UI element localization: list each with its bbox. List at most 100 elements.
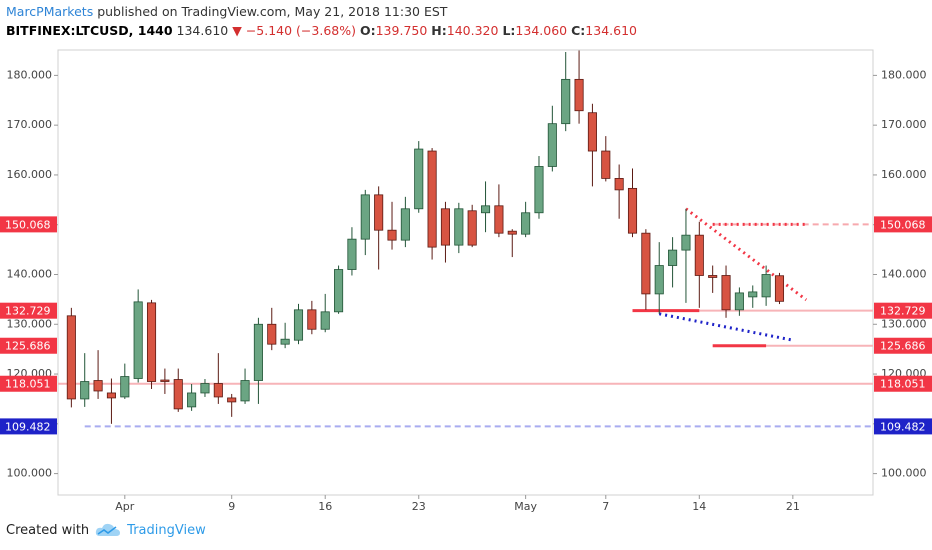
candle-body xyxy=(347,238,357,270)
level-label: 125.686 xyxy=(5,340,51,353)
candle-body xyxy=(387,229,397,241)
y-tick-label: 100.000 xyxy=(881,467,927,480)
candle-body xyxy=(694,234,704,276)
candle-body xyxy=(227,397,237,403)
symbol: BITFINEX:LTCUSD, 1440 xyxy=(6,23,173,38)
level-badge xyxy=(874,375,932,392)
candle-body xyxy=(360,194,370,240)
x-tick-label: 21 xyxy=(786,500,800,513)
candle-body xyxy=(534,166,544,214)
candle-body xyxy=(374,194,384,231)
candle-body xyxy=(267,323,277,345)
candle-body xyxy=(334,269,344,313)
candle-body xyxy=(480,205,491,214)
candle-body xyxy=(454,208,464,246)
change: −5.140 (−3.68%) xyxy=(245,23,356,38)
last: 134.610 xyxy=(176,23,229,38)
candle-body xyxy=(440,208,451,246)
candle-body xyxy=(173,379,183,410)
header: MarcPMarkets published on TradingView.co… xyxy=(6,2,637,40)
candle-body xyxy=(320,311,330,330)
candle-body xyxy=(467,210,477,246)
candle-body xyxy=(400,208,410,241)
candle-body xyxy=(293,309,304,341)
o-label: O: xyxy=(359,23,376,38)
x-tick-label: 9 xyxy=(228,500,235,513)
logo xyxy=(96,523,121,536)
y-tick-label: 130.000 xyxy=(7,317,53,330)
candle-body xyxy=(187,392,197,408)
candle-body xyxy=(66,315,76,400)
level-label: 125.686 xyxy=(880,340,926,353)
candle-body xyxy=(307,309,317,330)
y-tick-label: 160.000 xyxy=(7,168,53,181)
candle-body xyxy=(80,381,90,400)
brand[interactable]: TradingView xyxy=(127,522,206,538)
l: 134.060 xyxy=(515,23,568,38)
candle-body xyxy=(146,302,157,382)
level-badge xyxy=(0,418,57,435)
candle-body xyxy=(761,274,771,298)
candle-body xyxy=(106,392,116,399)
quote-line: BITFINEX:LTCUSD, 1440 134.610 ▼ −5.140 (… xyxy=(6,21,637,40)
x-tick-label: Apr xyxy=(115,500,135,513)
x-tick-label: 23 xyxy=(412,500,426,513)
candle-body xyxy=(240,380,250,402)
c-label: C: xyxy=(571,23,586,38)
h-label: H: xyxy=(431,23,447,38)
level-badge xyxy=(0,375,57,392)
x-tick-label: 14 xyxy=(692,500,706,513)
trendline xyxy=(685,207,808,302)
candle-body xyxy=(133,301,143,379)
published: published on TradingView.com, May 21, 20… xyxy=(97,4,448,19)
candle-body xyxy=(601,150,611,179)
candle-body xyxy=(427,150,437,248)
candle-body xyxy=(627,187,638,234)
level-badge xyxy=(874,337,932,354)
level-label: 132.729 xyxy=(880,305,926,318)
candle-body xyxy=(507,230,517,235)
candle-body xyxy=(93,380,103,392)
x-tick-label: 7 xyxy=(602,500,609,513)
candle-body xyxy=(160,379,170,382)
created: Created with xyxy=(6,522,90,538)
candle-body xyxy=(414,148,424,210)
candle-body xyxy=(681,234,691,251)
y-tick-label: 140.000 xyxy=(881,267,927,280)
chart: 100.000100.000110.000110.000120.000120.0… xyxy=(0,49,932,513)
candle-body xyxy=(654,265,664,295)
candle-body xyxy=(280,338,290,345)
y-tick-label: 180.000 xyxy=(881,68,927,81)
c: 134.610 xyxy=(585,23,637,38)
l-label: L: xyxy=(502,23,516,38)
candle-body xyxy=(668,249,678,266)
level-badge xyxy=(0,216,57,233)
candle-body xyxy=(494,205,504,234)
level-label: 109.482 xyxy=(880,420,926,433)
x-tick-label: 16 xyxy=(318,500,332,513)
level-label: 118.051 xyxy=(880,378,926,391)
level-badge xyxy=(874,302,932,319)
candle-body xyxy=(708,275,718,278)
candle-body xyxy=(200,383,210,394)
candle-body xyxy=(120,376,130,398)
author[interactable]: MarcPMarkets xyxy=(6,4,94,19)
x-tick-label: May xyxy=(514,500,537,513)
level-label: 109.482 xyxy=(5,420,51,433)
o: 139.750 xyxy=(375,23,428,38)
arrow: ▼ xyxy=(232,23,242,38)
level-label: 150.068 xyxy=(880,218,926,231)
candle-body xyxy=(614,178,624,191)
y-tick-label: 170.000 xyxy=(7,118,53,131)
candle-body xyxy=(547,123,557,167)
y-tick-label: 100.000 xyxy=(7,467,53,480)
candle-body xyxy=(561,78,571,125)
y-tick-label: 130.000 xyxy=(881,317,927,330)
level-badge xyxy=(874,216,932,233)
candle-body xyxy=(213,383,223,398)
level-badge xyxy=(0,302,57,319)
candle-body xyxy=(587,112,597,152)
candle-body xyxy=(774,275,785,302)
level-label: 118.051 xyxy=(5,378,51,391)
